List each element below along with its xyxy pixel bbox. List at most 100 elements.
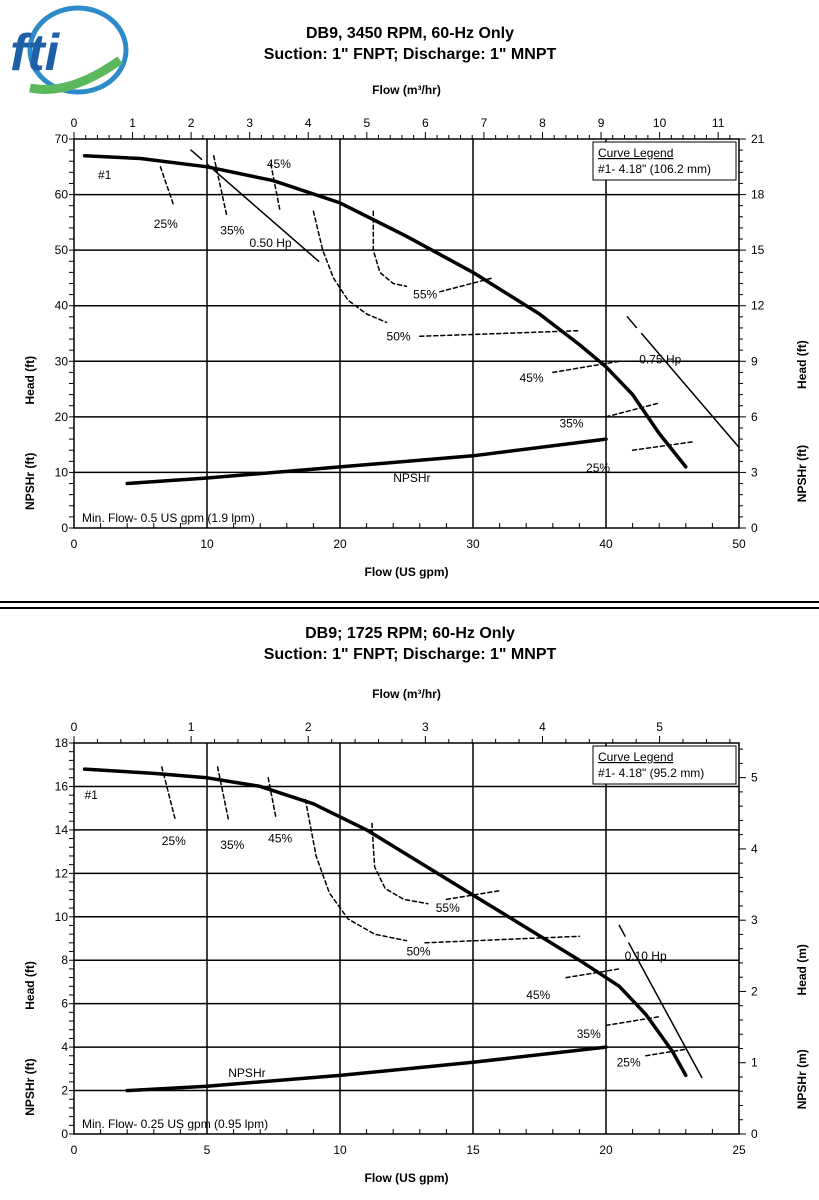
series-line-35-r xyxy=(605,1015,660,1027)
chart-title-line2: Suction: 1" FNPT; Discharge: 1" MNPT xyxy=(264,646,557,663)
series-line-npshr xyxy=(125,437,608,486)
series-label-25-r: 25% xyxy=(617,1055,641,1069)
x-top-tick-label: 8 xyxy=(539,116,546,130)
legend-box xyxy=(592,745,737,785)
series-label-npshr: NPSHr xyxy=(228,1066,265,1080)
x-tick-label: 10 xyxy=(333,1143,347,1157)
series-line-npshr xyxy=(125,1045,608,1093)
y-right-tick-label: 15 xyxy=(751,243,765,257)
x-tick-label: 0 xyxy=(71,1143,78,1157)
y-tick-label: 4 xyxy=(61,1040,68,1054)
legend-title: Curve Legend xyxy=(598,146,673,160)
series-label-25: 25% xyxy=(154,217,178,231)
series-line-45-r xyxy=(552,360,621,374)
series-line-25-r xyxy=(645,1048,687,1057)
logo-swoosh-icon xyxy=(29,56,123,94)
separator-bottom-line xyxy=(0,607,819,609)
x-top-tick-label: 7 xyxy=(481,116,488,130)
y-tick-label: 6 xyxy=(61,997,68,1011)
y-tick-label: 30 xyxy=(55,354,69,368)
chart-1725rpm: DB9; 1725 RPM; 60-Hz Only Suction: 1" FNP… xyxy=(23,625,809,1185)
series-label-25-r: 25% xyxy=(586,461,610,475)
x-tick-label: 40 xyxy=(599,537,613,551)
series-label-45-r: 45% xyxy=(526,988,550,1002)
fti-logo: fti xyxy=(10,5,129,95)
x-tick-label: 5 xyxy=(204,1143,211,1157)
x-top-tick-label: 0 xyxy=(71,116,78,130)
series-label-45-r: 45% xyxy=(520,371,544,385)
series-label-npshr: NPSHr xyxy=(393,471,430,485)
series-line-55 xyxy=(371,822,429,905)
x-tick-label: 25 xyxy=(732,1143,746,1157)
x-top-tick-label: 4 xyxy=(305,116,312,130)
y-tick-label: 8 xyxy=(61,953,68,967)
series-label-55: 55% xyxy=(413,288,437,302)
y-tick-label: 14 xyxy=(55,823,69,837)
series-label-35-r: 35% xyxy=(577,1027,601,1041)
series-line-0-75-hp xyxy=(626,316,740,449)
y-tick-label: 0 xyxy=(61,1127,68,1141)
series-line-50 xyxy=(304,798,408,942)
y-left-head-label: Head (ft) xyxy=(23,356,37,405)
series-line-1 xyxy=(82,153,688,469)
y-right-tick-label: 12 xyxy=(751,299,765,313)
legend-box xyxy=(592,141,737,181)
logo-globe-icon xyxy=(27,5,129,95)
x-tick-label: 50 xyxy=(732,537,746,551)
series-line-0-50-hp xyxy=(190,149,320,263)
y-right-tick-label: 0 xyxy=(751,1127,758,1141)
series-label-50: 50% xyxy=(387,329,411,343)
plot-frame xyxy=(73,742,740,1135)
y-tick-label: 50 xyxy=(55,243,69,257)
chart-title-line1: DB9, 3450 RPM, 60-Hz Only xyxy=(306,25,514,42)
y-tick-label: 20 xyxy=(55,410,69,424)
y-right-tick-label: 4 xyxy=(751,842,758,856)
series-line-55-b xyxy=(439,277,494,293)
y-right-tick-label: 3 xyxy=(751,913,758,927)
y-right-tick-label: 0 xyxy=(751,521,758,535)
x-top-tick-label: 3 xyxy=(246,116,253,130)
chart-title-line2: Suction: 1" FNPT; Discharge: 1" MNPT xyxy=(264,46,557,63)
series-line-35 xyxy=(212,154,228,218)
y-left-npsh-label: NPSHr (ft) xyxy=(23,453,37,510)
x-top-tick-label: 3 xyxy=(422,720,429,734)
min-flow-note: Min. Flow- 0.25 US gpm (0.95 lpm) xyxy=(82,1117,268,1131)
y-tick-label: 2 xyxy=(61,1084,68,1098)
y-tick-label: 16 xyxy=(55,779,69,793)
y-right-npsh-label: NPSHr (ft) xyxy=(795,445,809,502)
y-right-tick-label: 9 xyxy=(751,354,758,368)
y-tick-label: 12 xyxy=(55,866,69,880)
chart-title-line1: DB9; 1725 RPM; 60-Hz Only xyxy=(305,625,515,642)
x-top-tick-label: 11 xyxy=(712,116,725,130)
series-label-45: 45% xyxy=(267,157,291,171)
series-label-50: 50% xyxy=(407,945,431,959)
x-top-tick-label: 5 xyxy=(656,720,663,734)
series-label-1: #1 xyxy=(85,788,99,802)
series-line-45-r xyxy=(565,968,621,979)
series-label-55: 55% xyxy=(436,901,460,915)
y-right-tick-label: 3 xyxy=(751,465,758,479)
series-label-35-r: 35% xyxy=(559,417,583,431)
series-label-0-10-hp: 0.10 Hp xyxy=(625,949,667,963)
series-line-35-r xyxy=(605,402,660,418)
y-right-tick-label: 18 xyxy=(751,188,765,202)
series-line-45 xyxy=(267,777,277,820)
series-line-50-b xyxy=(424,935,581,944)
series-label-35: 35% xyxy=(220,224,244,238)
x-top-tick-label: 2 xyxy=(305,720,312,734)
series-line-35 xyxy=(216,766,230,820)
legend-entry: #1- 4.18" (95.2 mm) xyxy=(598,766,704,780)
series-label-35: 35% xyxy=(220,838,244,852)
series-line-50-b xyxy=(419,329,581,338)
x-top-tick-label: 0 xyxy=(71,720,78,734)
x-top-axis-label: Flow (m³/hr) xyxy=(372,83,441,97)
x-tick-label: 30 xyxy=(466,537,480,551)
plot-frame xyxy=(73,138,740,529)
y-right-tick-label: 6 xyxy=(751,410,758,424)
separator-top-line xyxy=(0,601,819,603)
series-label-45: 45% xyxy=(268,832,292,846)
y-tick-label: 18 xyxy=(55,736,69,750)
series-line-0-10-hp xyxy=(618,924,703,1079)
y-right-tick-label: 2 xyxy=(751,984,758,998)
y-tick-label: 70 xyxy=(55,132,69,146)
